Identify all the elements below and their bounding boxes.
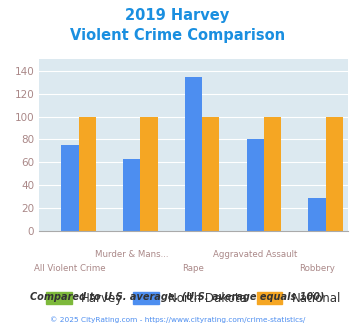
Bar [326, 116, 343, 231]
Text: Aggravated Assault: Aggravated Assault [213, 250, 297, 259]
Bar [202, 116, 219, 231]
Text: 2019 Harvey: 2019 Harvey [125, 8, 230, 23]
Text: All Violent Crime: All Violent Crime [34, 264, 106, 273]
Text: Violent Crime Comparison: Violent Crime Comparison [70, 28, 285, 43]
Bar [247, 140, 264, 231]
Bar [140, 116, 158, 231]
Text: Robbery: Robbery [299, 264, 335, 273]
Bar [185, 77, 202, 231]
Bar [78, 116, 96, 231]
Bar [61, 145, 78, 231]
Bar [264, 116, 281, 231]
Text: Rape: Rape [182, 264, 204, 273]
Bar [123, 159, 140, 231]
Bar [308, 198, 326, 231]
Text: © 2025 CityRating.com - https://www.cityrating.com/crime-statistics/: © 2025 CityRating.com - https://www.city… [50, 317, 305, 323]
Legend: Harvey, North Dakota, National: Harvey, North Dakota, National [42, 288, 345, 309]
Text: Compared to U.S. average. (U.S. average equals 100): Compared to U.S. average. (U.S. average … [30, 292, 325, 302]
Text: Murder & Mans...: Murder & Mans... [95, 250, 169, 259]
